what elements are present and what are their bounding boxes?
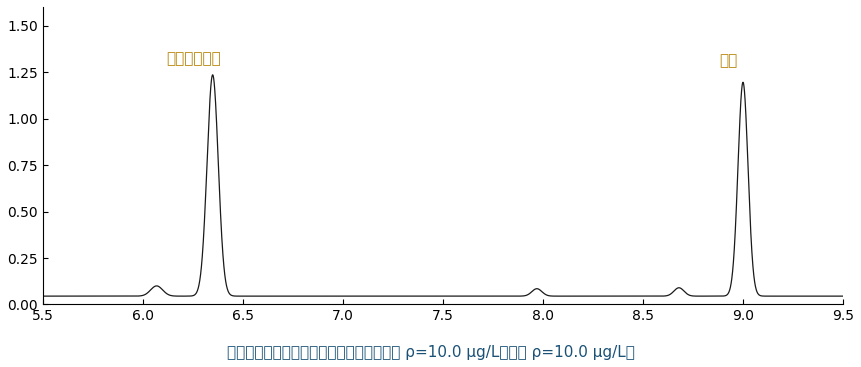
Text: 氟苯: 氟苯 [719, 53, 737, 68]
Text: 甲基叔丁基醚的总离子流图（甲基叔丁基醚 ρ=10.0 μg/L，氟苯 ρ=10.0 μg/L）: 甲基叔丁基醚的总离子流图（甲基叔丁基醚 ρ=10.0 μg/L，氟苯 ρ=10.… [226, 345, 635, 360]
Text: 甲基叔丁基醚: 甲基叔丁基醚 [167, 51, 221, 66]
